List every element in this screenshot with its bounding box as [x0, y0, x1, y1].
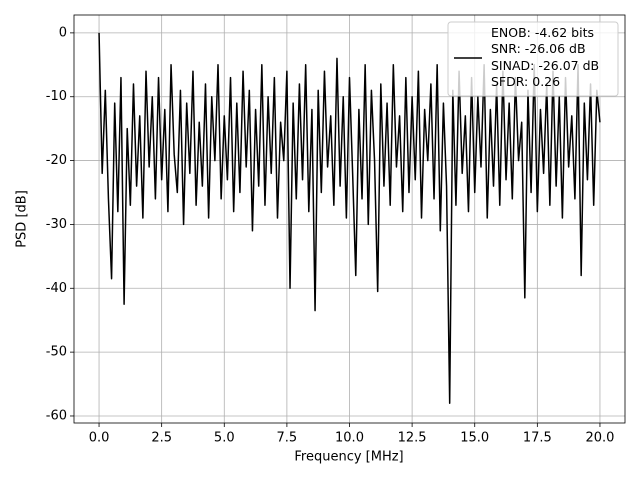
- y-tick-label: -60: [46, 408, 67, 423]
- y-tick-label: -40: [46, 281, 67, 296]
- y-tick-label: -20: [46, 153, 67, 168]
- data-line: [98, 32, 601, 404]
- y-axis-label: PSD [dB]: [15, 190, 30, 248]
- x-axis-label: Frequency [MHz]: [294, 450, 403, 465]
- y-tick-label: -30: [46, 217, 67, 232]
- x-tick-label: 5.0: [214, 431, 235, 446]
- x-tick-label: 17.5: [523, 431, 552, 446]
- legend-box: [447, 21, 619, 97]
- x-tick-label: 12.5: [398, 431, 427, 446]
- x-tick-label: 15.0: [460, 431, 489, 446]
- x-tick-label: 20.0: [585, 431, 614, 446]
- y-tick-label: -10: [46, 89, 67, 104]
- x-tick-label: 7.5: [277, 431, 298, 446]
- y-tick-label: 0: [59, 25, 67, 40]
- x-tick-label: 2.5: [151, 431, 172, 446]
- legend-label: ENOB: -4.62 bits SNR: -26.06 dB SINAD: -…: [491, 25, 600, 89]
- x-tick-label: 0.0: [89, 431, 110, 446]
- plot-frame: [73, 14, 626, 424]
- x-tick-label: 10.0: [335, 431, 364, 446]
- y-tick-label: -50: [46, 345, 67, 360]
